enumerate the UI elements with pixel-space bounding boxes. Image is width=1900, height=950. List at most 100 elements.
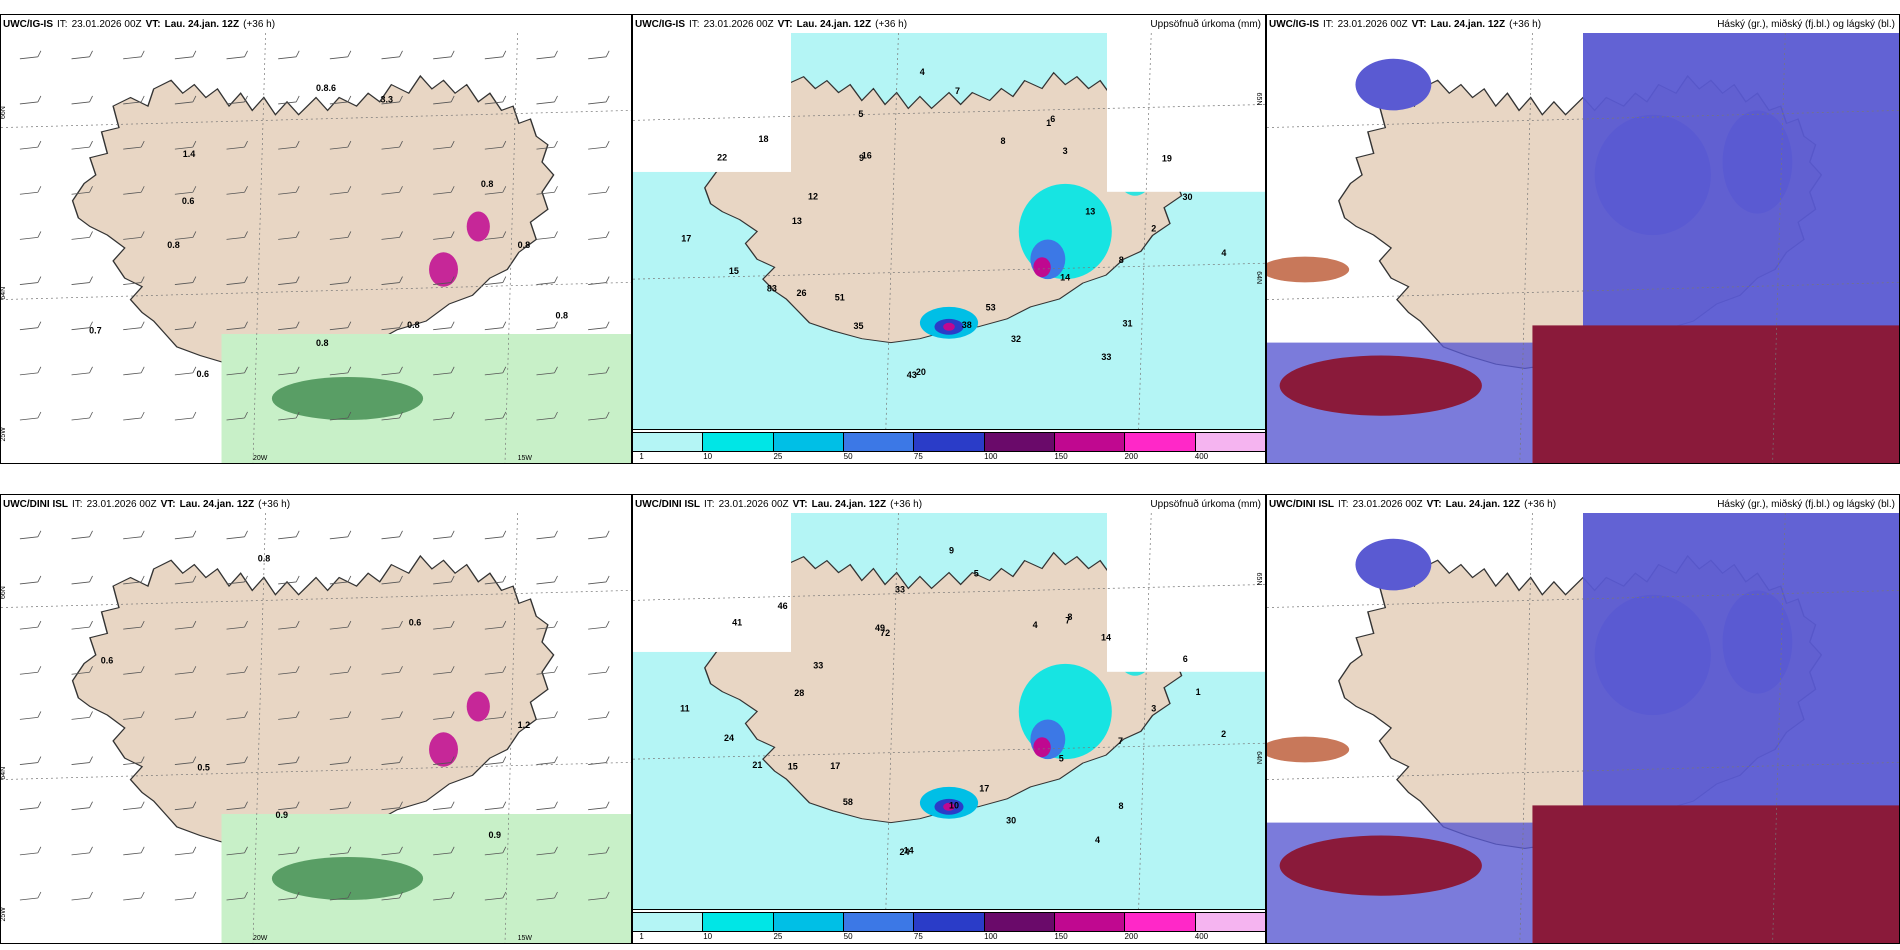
wind-barb [71,237,90,240]
value-label: 15 [729,266,739,276]
wind-barb-flag [450,620,455,628]
value-label: 0.8 [407,320,420,330]
colorbar-tick: 10 [703,932,713,941]
axis-label: 25W [1,907,7,922]
wind-barb [536,146,555,150]
wind-barb-flag [295,50,300,57]
value-label: 30 [1006,816,1016,826]
wind-barb [588,807,607,811]
wind-barb [19,101,38,105]
value-label: 18 [758,134,768,144]
wind-barb [433,417,452,421]
wind-barb-flag [347,711,352,718]
value-label: 24 [900,847,910,857]
graticule-parallel [633,262,1265,280]
wind-barb [588,581,607,585]
wind-barb-flag [605,530,610,537]
wind-barb-flag [450,666,455,673]
vt-label: VT: [160,499,176,510]
snow-cell-northeast [466,211,490,242]
wind-barb [381,536,400,540]
wind-barb-flag [140,530,145,537]
wind-barb-flag [450,366,455,374]
wind-barb [329,237,348,240]
wind-barb-flag [192,530,197,537]
map-canvas: 66N 64N 25W 20W 15W 0.8 0.8 0.8 0.8 0.6 0.7 0.8 0.6 1… [1,33,631,463]
value-label: 4 [1033,620,1038,630]
wind-barb-flag [347,891,352,899]
mid-cloud-southwest [1279,355,1482,416]
value-label: 1.4 [183,149,196,159]
wind-barb-flag [37,575,42,583]
wind-barb [19,56,38,60]
wind-barb [71,417,90,421]
wind-barb-flag [295,231,300,238]
wind-barb-flag [192,276,197,283]
value-label: 1 [1196,687,1201,697]
graticule-parallel [633,104,1265,121]
colorbar-tick: 200 [1124,932,1138,941]
iceland-group [704,551,1189,824]
wind-barb-flag [554,575,558,583]
wind-barb [329,101,348,105]
colorbar-tick: 25 [773,452,783,461]
value-label: 24 [724,733,734,743]
wind-barb-flag [89,711,93,718]
wind-barb [278,146,297,150]
panel-igis-wind-map: UWC/IG-IS IT: 23.01.2026 00Z VT: Lau. 24.jan… [0,14,632,464]
wind-barb [226,897,245,901]
value-label: 5 [858,109,863,119]
wind-barb [588,671,607,675]
value-label: 21 [752,760,762,770]
value-label: 32 [1011,334,1021,344]
value-label: 7 [1065,615,1070,625]
wind-barb [19,372,38,376]
wind-barb-flag [502,366,507,374]
wind-barb-flag [399,321,403,328]
axis-label: 65N [1255,93,1262,106]
wind-barb-flag [347,140,352,148]
wind-barb-flag [89,411,93,419]
wind-barb [381,372,400,376]
wind-barb-flag [244,756,248,763]
wind-barb-flag [399,846,403,854]
colorbar-tick: 100 [984,452,998,461]
high-cloud-northwest [1355,538,1432,591]
wind-barb [536,56,555,60]
wind-barb [226,536,245,540]
colorbar-swatch [703,433,774,451]
it-label: IT: [689,19,700,30]
value-label: 5 [1059,754,1064,764]
wind-barb-flag [502,530,507,537]
wind-barb-flag [450,50,455,57]
wind-barb [174,536,193,540]
wind-barb-flag [295,186,300,193]
wind-barb-flag [399,95,403,103]
value-label: 8 [1001,136,1006,146]
value-label: 0.8 [481,179,494,189]
wind-barb-flag [502,50,507,57]
graticule-meridian [252,513,266,943]
wind-barb-flag [347,95,352,103]
wind-barb-flag [554,666,558,673]
wind-barb [226,101,245,105]
wind-barb-flag [554,140,558,148]
value-label: 0.6 [182,196,195,206]
vt-value: Lau. 24.jan. 12Z [1445,499,1521,510]
it-value: 23.01.2026 00Z [1352,499,1423,510]
wind-barb [19,191,38,195]
wind-barb-flag [554,231,558,238]
wind-barb [71,282,90,285]
wind-barb-flag [192,666,197,673]
wind-barb-flag [89,620,93,628]
colorbar-swatch [914,433,985,451]
wind-barb-flag [450,140,455,148]
lead-time: (+36 h) [890,499,923,510]
wind-barb-flag [399,231,403,238]
wind-barb-flag [399,575,403,583]
graticule-parallel [1267,590,1899,608]
wind-barb-flag [450,891,455,899]
wind-barb-flag [192,891,197,899]
colorbar-swatch [703,913,774,931]
model-label: UWC/IG-IS [3,19,53,30]
